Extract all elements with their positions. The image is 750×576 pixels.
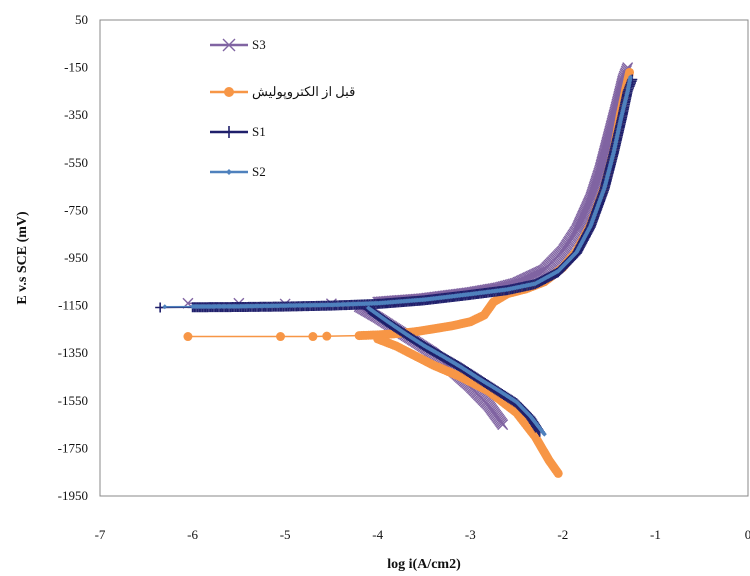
legend-label: S2 (252, 164, 266, 179)
plot-area-frame (99, 19, 749, 497)
x-axis-ticks: -7 -6 -5 -4 -3 -2 -1 0 (95, 527, 750, 542)
y-tick-label: -150 (64, 60, 88, 75)
cathodic-branch-markers (365, 305, 547, 437)
y-tick-label: -350 (64, 107, 88, 122)
legend-item: S2 (210, 164, 266, 179)
x-tick-label: -4 (372, 527, 383, 542)
x-tick-label: -6 (187, 527, 198, 542)
x-tick-label: -3 (465, 527, 476, 542)
x-tick-label: 0 (745, 527, 750, 542)
x-tick-label: -5 (280, 527, 291, 542)
y-tick-label: -950 (64, 250, 88, 265)
y-tick-label: -1750 (58, 440, 88, 455)
anodic-branch-markers (155, 74, 638, 313)
y-axis-ticks: 50 -150 -350 -550 -750 -950 -1150 -1350 -1550 -17… (58, 12, 88, 503)
legend-label: S3 (252, 37, 266, 52)
anodic-branch-markers (162, 74, 633, 310)
x-axis-title: log i(A/cm2) (387, 557, 461, 572)
legend-item: قبل از الکتروپولیش (210, 84, 355, 100)
series-layer (155, 62, 638, 478)
anodic-branch-markers (182, 62, 634, 310)
series-4 (162, 74, 633, 437)
y-tick-label: -1350 (58, 345, 88, 360)
cathodic-branch-markers (373, 334, 563, 478)
x-tick-label: -1 (650, 527, 661, 542)
x-tick-label: -2 (557, 527, 568, 542)
legend-item: S1 (210, 124, 266, 139)
y-tick-label: -1550 (58, 393, 88, 408)
y-tick-label: -1950 (58, 488, 88, 503)
y-tick-label: -550 (64, 155, 88, 170)
legend-label: قبل از الکتروپولیش (252, 84, 355, 100)
x-tick-label: -7 (95, 527, 106, 542)
y-axis-title: E v.s SCE (mV) (15, 211, 30, 305)
legend-label: S1 (252, 124, 266, 139)
y-tick-label: -1150 (58, 298, 88, 313)
cathodic-branch-line (377, 338, 559, 474)
y-tick-label: -750 (64, 202, 88, 217)
legend-item: S3 (210, 37, 266, 52)
y-tick-label: 50 (75, 12, 88, 27)
legend: S3 قبل از الکتروپولیش S1 S2 (210, 37, 355, 179)
series-1 (182, 62, 634, 431)
